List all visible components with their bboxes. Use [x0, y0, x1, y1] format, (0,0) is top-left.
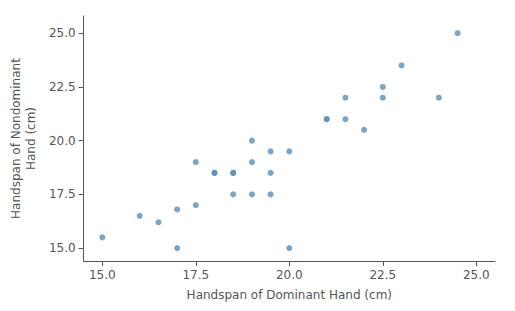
svg-text:17.5: 17.5	[49, 187, 76, 201]
svg-text:Handspan of Nondominant: Handspan of Nondominant	[9, 58, 23, 219]
svg-text:15.0: 15.0	[49, 241, 76, 255]
svg-text:Handspan of Dominant Hand (cm): Handspan of Dominant Hand (cm)	[187, 288, 392, 302]
svg-text:15.0: 15.0	[89, 268, 116, 282]
svg-text:20.0: 20.0	[276, 268, 303, 282]
svg-text:25.0: 25.0	[49, 26, 76, 40]
svg-text:20.0: 20.0	[49, 134, 76, 148]
svg-text:Hand (cm): Hand (cm)	[24, 107, 38, 170]
svg-text:22.5: 22.5	[369, 268, 396, 282]
svg-text:17.5: 17.5	[182, 268, 209, 282]
svg-text:22.5: 22.5	[49, 80, 76, 94]
svg-text:25.0: 25.0	[463, 268, 490, 282]
